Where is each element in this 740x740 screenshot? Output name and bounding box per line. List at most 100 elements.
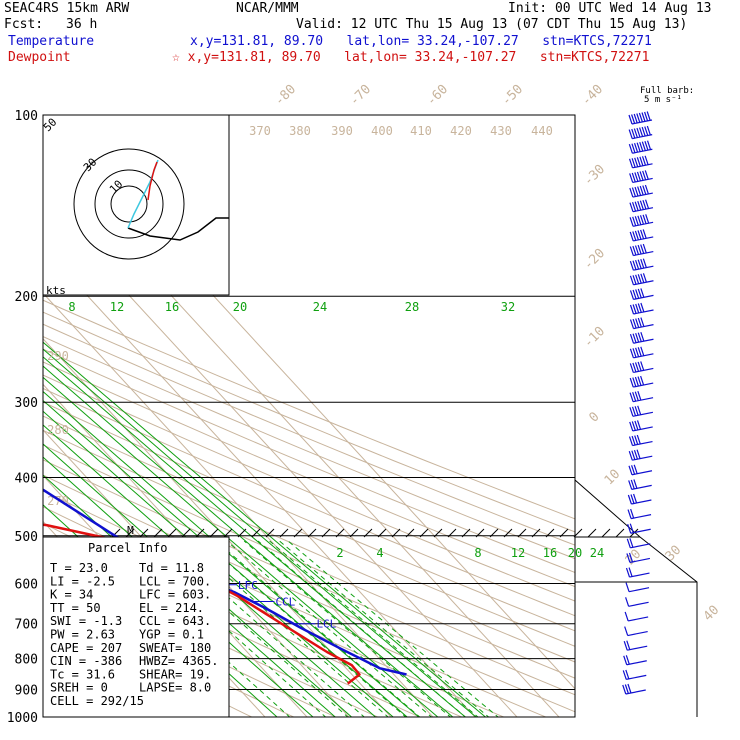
theta-label: 280 xyxy=(47,423,69,437)
dry-adiabat-line xyxy=(43,415,575,647)
mixing-ratio-label: 12 xyxy=(110,300,124,314)
parcel-info-box: Parcel Info T = 23.0 Td = 11.8 LI = -2.5 LC… xyxy=(42,536,230,718)
hatch-mark xyxy=(489,528,499,538)
hatch-mark xyxy=(237,528,247,538)
wind-barb-flag xyxy=(637,201,642,211)
parcel-info-value: YGP = 0.1 xyxy=(139,628,204,642)
wind-barb-flag xyxy=(637,391,642,401)
wind-barb-staff xyxy=(630,528,651,534)
wind-barb-flag xyxy=(644,141,649,151)
wind-barb xyxy=(628,111,653,125)
wind-barb-flag xyxy=(624,626,629,636)
wind-barb-flag xyxy=(637,376,642,386)
wind-barb-flag xyxy=(640,332,645,342)
wind-barb-flag xyxy=(635,274,640,284)
wind-barb-flag xyxy=(642,229,647,239)
wind-barb-flag xyxy=(636,434,641,445)
wind-barb xyxy=(629,273,654,286)
wind-barb-flag xyxy=(636,171,642,182)
wind-barb xyxy=(628,479,652,490)
mixing-ratio-label: 16 xyxy=(543,546,557,560)
moist-adiabat-line xyxy=(164,540,365,717)
wind-barb-flag xyxy=(625,655,630,665)
wind-barb xyxy=(629,184,653,198)
pressure-label: 100 xyxy=(15,109,38,124)
wind-barb-flag xyxy=(631,187,636,197)
theta-label: 410 xyxy=(410,124,432,138)
wind-barb-flag xyxy=(627,524,632,534)
hatch-mark xyxy=(139,528,149,538)
wind-barb-flag xyxy=(633,143,639,153)
init-time: Init: 00 UTC Wed 14 Aug 13 xyxy=(508,1,712,16)
wind-barb xyxy=(629,199,654,213)
isotherm-label: -70 xyxy=(347,82,374,109)
wind-barb xyxy=(622,669,647,680)
wind-barb-flag xyxy=(628,158,634,169)
wind-barb-flag xyxy=(625,669,630,680)
wind-barb-flag xyxy=(631,450,636,460)
wind-barb-flag xyxy=(629,377,634,388)
wind-barb-flag xyxy=(642,170,647,181)
wind-barb-flag xyxy=(644,199,650,209)
wind-barb-flag xyxy=(629,202,634,212)
parcel-info-value: LI = -2.5 xyxy=(50,574,115,588)
wind-barb-flag xyxy=(640,244,645,254)
theta-label: 290 xyxy=(47,349,69,363)
moist-adiabat-line xyxy=(186,540,389,717)
wind-barb-flag xyxy=(631,158,636,168)
hatch-mark xyxy=(167,528,177,538)
wind-barb-flag xyxy=(641,156,647,166)
wind-barb xyxy=(628,449,653,461)
wind-barb-flag xyxy=(629,392,634,402)
mixing-ratio-label: 4 xyxy=(376,546,383,560)
wind-barb-flag xyxy=(635,347,640,358)
wind-barb xyxy=(628,155,653,169)
wind-barb-staff xyxy=(631,470,653,476)
mixing-ratio-label: 24 xyxy=(590,546,604,560)
wind-barb xyxy=(629,332,654,344)
wind-barb-flag xyxy=(633,113,638,124)
hodograph-units-label: kts xyxy=(46,284,66,297)
wind-barb-flag xyxy=(628,552,634,563)
dewpoint-legend: Dewpoint xyxy=(8,50,71,65)
parcel-info-value: TT = 50 xyxy=(50,601,101,615)
wind-barb-flag xyxy=(639,156,644,167)
wind-barb-flag xyxy=(639,200,644,210)
wind-barb-flag xyxy=(630,479,635,490)
wind-barb-flag xyxy=(637,332,642,342)
wind-barb-flag xyxy=(637,230,642,240)
temperature-location-info: x,y=131.81, 89.70 lat,lon= 33.24,-107.27… xyxy=(190,34,652,49)
wind-barb-flag xyxy=(640,302,645,313)
wind-barb xyxy=(625,597,649,607)
hatch-mark xyxy=(587,528,597,538)
wind-barb-flag xyxy=(631,202,637,212)
wind-barb xyxy=(628,434,653,447)
wind-barb xyxy=(627,508,652,520)
forecast-label: Fcst: xyxy=(4,17,44,32)
parcel-info-title: Parcel Info xyxy=(88,541,167,555)
isotherm-line xyxy=(43,201,518,717)
wind-barb-flag xyxy=(632,377,637,387)
mixing-ratio-line xyxy=(43,410,394,717)
hatch-mark xyxy=(503,528,513,538)
wind-barb-flag xyxy=(644,111,649,122)
theta-label: 430 xyxy=(490,124,512,138)
parcel-info-value: Tc = 31.6 xyxy=(50,667,115,681)
wind-barb-flag xyxy=(634,186,639,197)
wind-barb-flag xyxy=(629,304,635,315)
hodograph-ring-10 xyxy=(110,185,148,223)
hatch-mark xyxy=(223,528,233,538)
wind-barb-staff xyxy=(632,397,654,403)
wind-barb-flag xyxy=(634,157,639,168)
wind-barb-staff xyxy=(627,645,648,651)
wind-barb xyxy=(629,243,654,257)
wind-barb xyxy=(628,140,653,154)
wind-barb-flag xyxy=(632,289,637,300)
wind-barb-flag xyxy=(633,479,638,489)
dry-adiabat-line xyxy=(43,429,575,663)
wind-barb-flag xyxy=(627,494,632,505)
wind-barb-flag xyxy=(626,553,631,563)
wind-barb-staff xyxy=(627,630,648,637)
barb-key-units: 5 m s⁻¹ xyxy=(644,95,682,105)
wind-barb-flag xyxy=(628,436,634,446)
